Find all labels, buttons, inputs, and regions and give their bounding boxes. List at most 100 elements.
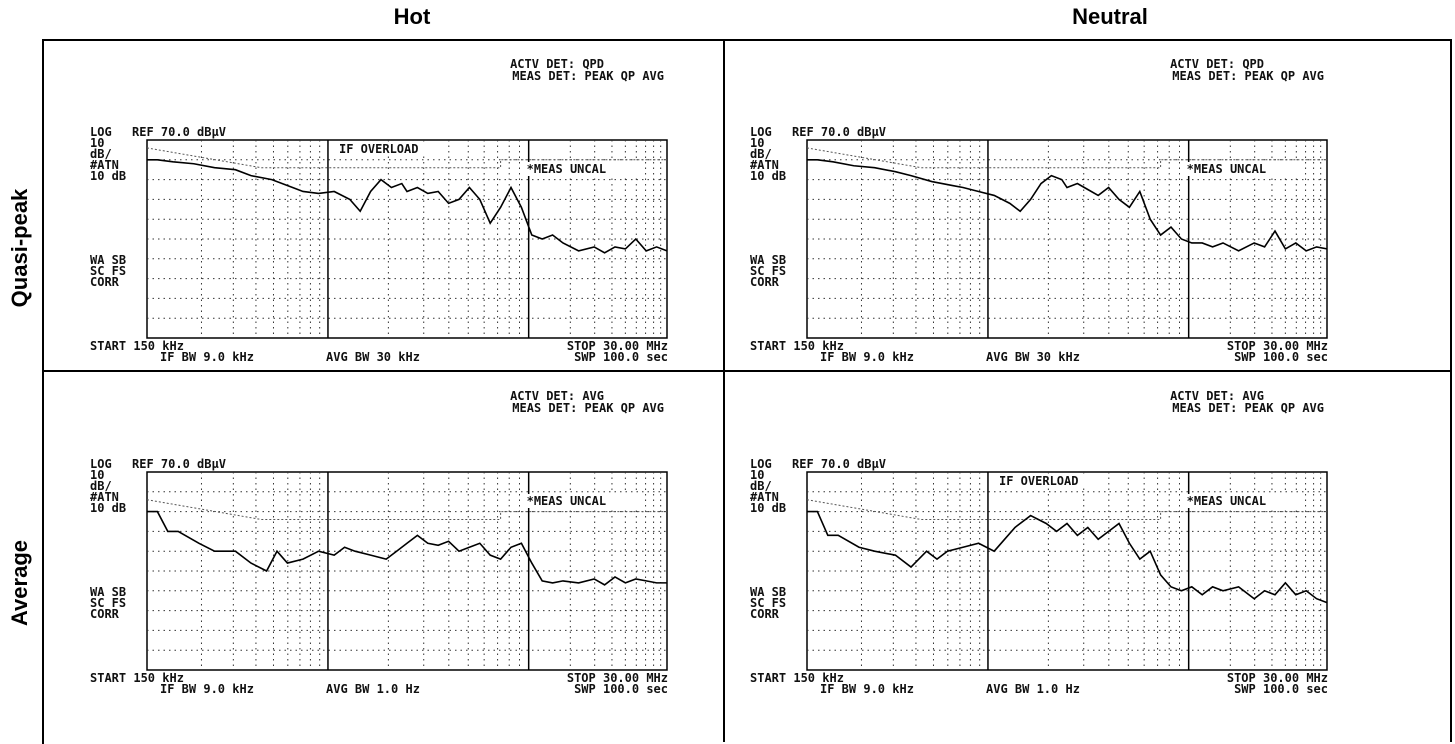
if-bw-label: IF BW 9.0 kHz xyxy=(160,350,254,364)
chart-panel-hot-avg: ACTV DET: AVG MEAS DET: PEAK QP AVG LOG REF… xyxy=(74,376,754,706)
log-label: LOG xyxy=(90,457,112,471)
actv-det-label: ACTV DET: QPD xyxy=(510,57,604,71)
ref-label: REF 70.0 dBµV xyxy=(792,457,886,471)
start-frequency-label: START 150 kHz xyxy=(750,671,844,685)
start-frequency-label: START 150 kHz xyxy=(750,339,844,353)
wa-sb-label: WA SB xyxy=(90,253,126,267)
meas-uncal-label: *MEAS UNCAL xyxy=(1187,162,1266,176)
wa-sb-label: WA SB xyxy=(750,253,786,267)
stop-frequency-label: STOP 30.00 MHz xyxy=(567,671,668,685)
corr-label: CORR xyxy=(750,607,780,621)
table-divider-horizontal xyxy=(42,370,1452,372)
if-overload-label: IF OVERLOAD xyxy=(339,142,418,156)
if-bw-label: IF BW 9.0 kHz xyxy=(160,682,254,696)
if-overload-label: IF OVERLOAD xyxy=(999,474,1078,488)
row-header-quasi-peak: Quasi-peak xyxy=(7,188,32,308)
chart-panel-hot-qp: ACTV DET: QPD MEAS DET: PEAK QP AVG LOG REF… xyxy=(74,44,754,374)
overload-bg xyxy=(991,474,1103,488)
uncal-bg xyxy=(521,494,640,508)
meas-uncal-label: *MEAS UNCAL xyxy=(1187,494,1266,508)
avg-bw-label: AVG BW 30 kHz xyxy=(986,350,1080,364)
stop-frequency-label: STOP 30.00 MHz xyxy=(1227,339,1328,353)
atn-value-label: 10 dB xyxy=(90,501,126,515)
sc-fs-label: SC FS xyxy=(90,596,126,610)
log-label: LOG xyxy=(750,125,772,139)
ref-label: REF 70.0 dBµV xyxy=(132,125,226,139)
dbdiv-label: dB/ xyxy=(750,479,772,493)
table-frame xyxy=(42,39,1452,744)
if-bw-label: IF BW 9.0 kHz xyxy=(820,350,914,364)
measurement-trace xyxy=(807,159,1328,252)
column-header-hot: Hot xyxy=(393,4,431,29)
measurement-trace xyxy=(147,510,667,586)
atn-label: #ATN xyxy=(750,158,779,172)
meas-det-label: MEAS DET: PEAK QP AVG xyxy=(1172,401,1324,415)
sc-fs-label: SC FS xyxy=(750,264,786,278)
sweep-time-label: SWP 100.0 sec xyxy=(574,682,668,696)
avg-bw-label: AVG BW 1.0 Hz xyxy=(986,682,1080,696)
measurement-trace xyxy=(147,159,668,254)
column-header-neutral: Neutral xyxy=(1072,4,1148,29)
scale-label: 10 xyxy=(90,136,104,150)
actv-det-label: ACTV DET: QPD xyxy=(1170,57,1264,71)
limit-line xyxy=(806,147,1327,169)
row-header-average: Average xyxy=(7,540,32,627)
chart-panel-neutral-qp: ACTV DET: QPD MEAS DET: PEAK QP AVG LOG REF… xyxy=(734,44,1414,374)
meas-det-label: MEAS DET: PEAK QP AVG xyxy=(1172,69,1324,83)
dbdiv-label: dB/ xyxy=(90,147,112,161)
avg-bw-label: AVG BW 30 kHz xyxy=(326,350,420,364)
start-frequency-label: START 150 kHz xyxy=(90,339,184,353)
chart-panel-neutral-avg: ACTV DET: AVG MEAS DET: PEAK QP AVG LOG REF… xyxy=(734,376,1414,706)
ref-label: REF 70.0 dBµV xyxy=(132,457,226,471)
corr-label: CORR xyxy=(90,607,120,621)
atn-label: #ATN xyxy=(90,490,119,504)
corr-label: CORR xyxy=(750,275,780,289)
stop-frequency-label: STOP 30.00 MHz xyxy=(567,339,668,353)
meas-det-label: MEAS DET: PEAK QP AVG xyxy=(512,401,664,415)
atn-label: #ATN xyxy=(90,158,119,172)
table-border-right xyxy=(1450,39,1452,742)
uncal-bg xyxy=(521,162,640,176)
start-frequency-label: START 150 kHz xyxy=(90,671,184,685)
wa-sb-label: WA SB xyxy=(750,585,786,599)
meas-uncal-label: *MEAS UNCAL xyxy=(527,494,606,508)
sweep-time-label: SWP 100.0 sec xyxy=(574,350,668,364)
log-label: LOG xyxy=(90,125,112,139)
stop-frequency-label: STOP 30.00 MHz xyxy=(1227,671,1328,685)
actv-det-label: ACTV DET: AVG xyxy=(510,389,604,403)
table-divider-vertical xyxy=(723,39,725,742)
meas-uncal-label: *MEAS UNCAL xyxy=(527,162,606,176)
limit-line xyxy=(806,499,1327,521)
uncal-bg xyxy=(1181,494,1300,508)
ref-label: REF 70.0 dBµV xyxy=(792,125,886,139)
atn-label: #ATN xyxy=(750,490,779,504)
limit-line xyxy=(146,147,667,169)
avg-bw-label: AVG BW 1.0 Hz xyxy=(326,682,420,696)
sweep-time-label: SWP 100.0 sec xyxy=(1234,682,1328,696)
atn-value-label: 10 dB xyxy=(750,169,786,183)
if-bw-label: IF BW 9.0 kHz xyxy=(820,682,914,696)
log-label: LOG xyxy=(750,457,772,471)
corr-label: CORR xyxy=(90,275,120,289)
limit-line xyxy=(146,499,667,521)
sc-fs-label: SC FS xyxy=(90,264,126,278)
scale-label: 10 xyxy=(750,468,764,482)
scale-label: 10 xyxy=(750,136,764,150)
overload-bg xyxy=(331,142,443,156)
measurement-trace xyxy=(807,510,1328,604)
dbdiv-label: dB/ xyxy=(750,147,772,161)
sc-fs-label: SC FS xyxy=(750,596,786,610)
uncal-bg xyxy=(1181,162,1300,176)
actv-det-label: ACTV DET: AVG xyxy=(1170,389,1264,403)
atn-value-label: 10 dB xyxy=(750,501,786,515)
meas-det-label: MEAS DET: PEAK QP AVG xyxy=(512,69,664,83)
scale-label: 10 xyxy=(90,468,104,482)
sweep-time-label: SWP 100.0 sec xyxy=(1234,350,1328,364)
wa-sb-label: WA SB xyxy=(90,585,126,599)
atn-value-label: 10 dB xyxy=(90,169,126,183)
dbdiv-label: dB/ xyxy=(90,479,112,493)
